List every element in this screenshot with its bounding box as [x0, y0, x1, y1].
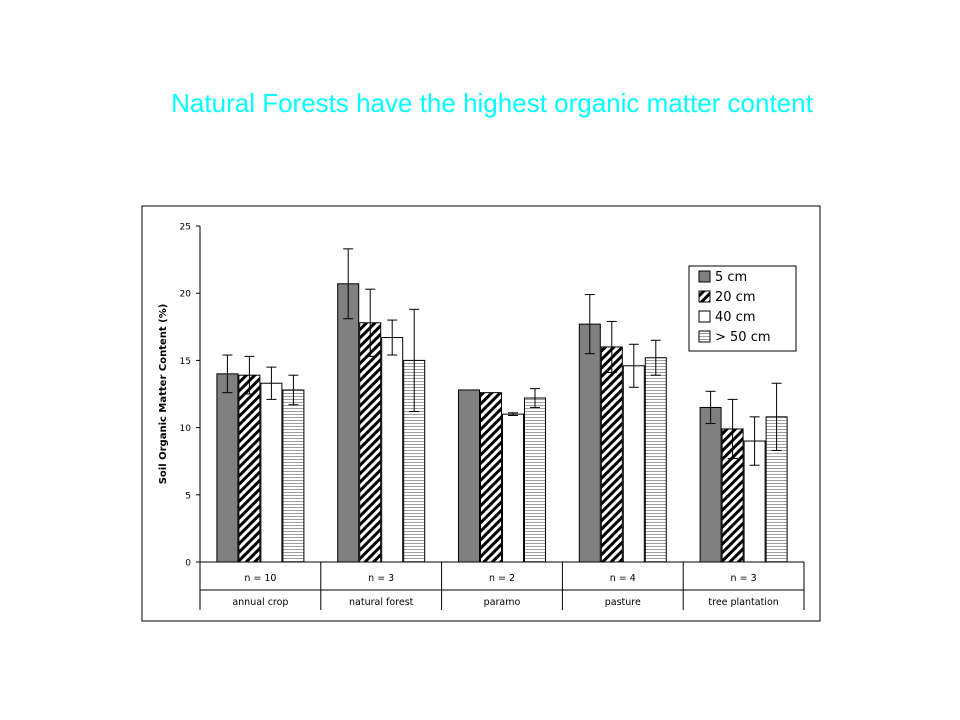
- y-tick-label: 0: [185, 559, 191, 569]
- bar-annual-crop-0: [216, 373, 239, 563]
- bar-natural-forest-0: [337, 283, 360, 563]
- sample-size-label: n = 2: [489, 573, 515, 584]
- bar-annual-crop-2: [260, 382, 283, 563]
- y-tick-label: 5: [185, 491, 191, 501]
- y-tick-label: 10: [180, 424, 192, 434]
- y-axis-label: Soil Organic Matter Content (%): [158, 304, 169, 485]
- legend-label: > 50 cm: [715, 330, 771, 345]
- sample-size-label: n = 3: [731, 573, 757, 584]
- legend-swatch: [698, 270, 711, 283]
- slide-title: Natural Forests have the highest organic…: [171, 88, 813, 118]
- bar-paramo-3: [524, 397, 546, 563]
- bar-natural-forest-2: [381, 337, 404, 563]
- bar-paramo-0: [458, 389, 480, 563]
- category-label: pasture: [605, 597, 641, 608]
- bar-paramo-1: [480, 392, 502, 563]
- legend-swatch: [698, 310, 711, 323]
- y-tick-label: 20: [180, 290, 192, 300]
- bar-annual-crop-3: [282, 389, 305, 563]
- legend-label: 5 cm: [715, 270, 747, 285]
- bar-natural-forest-1: [359, 322, 382, 563]
- y-tick-label: 25: [180, 223, 191, 233]
- category-label: tree plantation: [708, 597, 778, 608]
- bar-tree-plantation-0: [699, 406, 722, 563]
- y-tick-label: 15: [180, 357, 191, 367]
- legend-label: 20 cm: [715, 290, 756, 305]
- legend-swatch: [698, 330, 711, 343]
- category-label: paramo: [484, 597, 521, 608]
- legend-swatch: [698, 290, 711, 303]
- category-label: natural forest: [349, 597, 414, 608]
- bar-pasture-1: [600, 346, 623, 563]
- bar-annual-crop-1: [238, 374, 261, 563]
- sample-size-label: n = 3: [368, 573, 394, 584]
- sample-size-label: n = 4: [610, 573, 636, 584]
- category-label: annual crop: [232, 597, 288, 608]
- bar-pasture-0: [578, 323, 601, 563]
- sample-size-label: n = 10: [244, 573, 276, 584]
- bar-pasture-2: [622, 365, 645, 563]
- bar-paramo-2: [502, 413, 524, 563]
- bar-pasture-3: [644, 357, 667, 563]
- legend-label: 40 cm: [715, 310, 756, 325]
